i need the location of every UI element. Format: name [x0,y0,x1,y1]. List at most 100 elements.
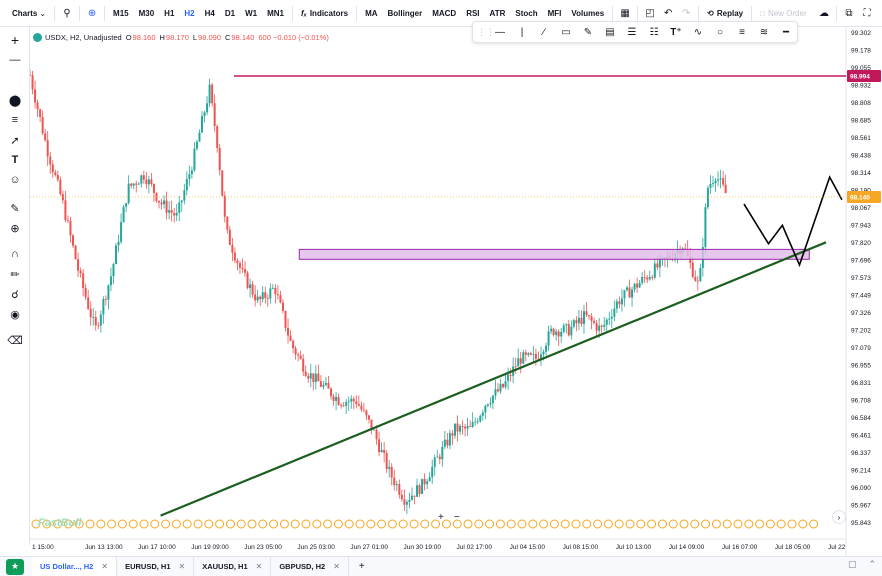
timeframe-m15[interactable]: M15 [113,8,129,18]
timeframe-h2[interactable]: H2 [184,8,195,18]
charts-menu[interactable]: Charts ⌄ [0,0,51,27]
tab-gbpusd[interactable]: GBPUSD, H2 ✕ [271,556,349,576]
candle-body [226,216,229,230]
add-tab-icon[interactable]: + [358,561,365,572]
candle-body [595,323,598,331]
candle-body [238,263,241,268]
line-segment-icon[interactable]: ━ [782,26,790,38]
candle-body [714,180,717,184]
timeframe-h4[interactable]: H4 [204,8,215,18]
emoji-icon[interactable]: ☺ [9,174,21,186]
trash-icon[interactable]: ⌫ [7,334,23,347]
timeframe-d1[interactable]: D1 [224,8,236,18]
legend-high-key: H [159,32,165,42]
indicators-button[interactable]: fₓ Indicators [296,0,353,27]
indicator-mfi[interactable]: MFI [547,8,562,18]
close-icon[interactable]: ✕ [333,562,340,571]
tab-eurusd[interactable]: EURUSD, H1 ✕ [117,556,195,576]
event-marker-icon [117,519,127,529]
circle-icon[interactable]: ○ [716,26,724,38]
fib-retracement-icon[interactable]: ≡ [11,114,19,126]
indicator-volumes[interactable]: Volumes [571,8,605,18]
zoom-in-icon[interactable]: + [438,512,444,523]
time-tick-label: Jul 10 13:00 [616,544,652,551]
search-icon[interactable]: ⚲ [63,7,71,19]
candle-body [223,195,226,217]
timeframe-mn1[interactable]: MN1 [267,8,284,18]
rectangle-icon[interactable]: ▭ [561,26,571,38]
diagonal-line-icon[interactable]: ∕ [543,26,545,38]
fastbull-logo-icon[interactable]: ★ [6,558,24,575]
price-tick-label: 99.302 [851,30,871,37]
candle-body [428,477,431,482]
event-marker-icon [377,519,387,529]
layout-grid-icon[interactable]: ▦ [620,7,630,19]
close-icon[interactable]: ✕ [101,562,109,571]
trendline-icon[interactable]: ➚ [10,134,20,147]
crosshair-icon[interactable]: + [10,32,20,48]
replay-button[interactable]: ⟲ Replay [702,0,748,27]
timeframe-m30[interactable]: M30 [138,8,155,18]
gann-box-icon[interactable]: ☷ [649,26,659,38]
candle-body [519,358,522,364]
scroll-right-icon[interactable]: › [832,510,846,524]
new-order-button[interactable]: □ New Order [755,0,812,27]
maximize-icon[interactable]: ▢ [847,559,857,569]
fib-channel-icon[interactable]: ☰ [627,26,637,38]
text-icon[interactable]: T⁺ [670,26,682,38]
cloud-icon[interactable]: ☁ [819,8,829,19]
price-chart[interactable]: 1 15:00 Jun 13 13:00 Jun 17 10:00 Jun 19 09… [30,27,882,556]
candle-body [459,425,462,432]
price-tick-label: 96.461 [851,432,871,439]
lock-icon[interactable]: ☌ [11,288,19,301]
tab-usdollar[interactable]: US Dollar..., H2 ✕ [32,556,118,576]
event-marker-icon [193,519,203,529]
fullscreen-icon[interactable]: ⛶ [863,8,871,19]
chevron-up-icon[interactable]: ⌃ [868,559,876,569]
time-tick-label: Jun 25 03:00 [297,544,335,551]
ruler-icon[interactable]: ✎ [10,202,20,215]
pitchfork-icon[interactable]: ≋ [759,26,769,38]
parallel-channel-icon[interactable]: ▤ [605,26,615,38]
polyline-icon[interactable]: ∿ [693,26,703,38]
redo-icon[interactable]: ↷ [681,7,691,19]
vertical-line-icon[interactable]: | [520,26,524,38]
tab-label: US Dollar..., H2 [40,562,94,571]
open-new-window-icon[interactable]: ⧉ [845,8,853,19]
tab-xauusd[interactable]: XAUUSD, H1 ✕ [194,556,272,576]
compare-symbol-icon[interactable]: ⊕ [87,7,97,19]
candle-body [324,382,327,385]
indicator-stoch[interactable]: Stoch [515,8,538,18]
candle-body [479,415,482,422]
magnet-icon[interactable]: ∩ [11,248,19,260]
event-marker-icon [593,519,603,529]
candle-body [312,373,315,382]
brush-icon[interactable]: ✎ [583,26,593,38]
indicator-macd[interactable]: MACD [432,8,457,18]
drag-handle-icon[interactable]: ⋮⋮ [477,26,495,37]
price-tick-label: 97.079 [851,345,871,352]
zoom-in-icon[interactable]: ⊕ [10,222,20,235]
timeframe-w1[interactable]: W1 [245,8,258,18]
indicator-ma[interactable]: MA [365,8,378,18]
fib-retracement-icon[interactable]: ≡ [739,26,745,38]
horizontal-line-icon[interactable]: — [9,54,21,66]
close-icon[interactable]: ✕ [255,562,263,571]
timeframe-h1[interactable]: H1 [164,8,175,18]
alert-icon[interactable]: ◰ [645,7,655,19]
undo-icon[interactable]: ↶ [663,7,673,19]
pattern-tool-icon[interactable]: ⬤ [8,94,22,107]
zoom-out-icon[interactable]: − [453,512,460,523]
text-tool-icon[interactable]: T [11,154,19,166]
horizontal-line-icon[interactable]: — [495,26,505,38]
draw-mode-icon[interactable]: ✏ [10,268,20,281]
indicator-bollinger[interactable]: Bollinger [387,8,423,18]
legend-symbol[interactable]: USDX, H2, Unadjusted [45,32,122,42]
eye-icon[interactable]: ◉ [10,308,20,321]
candle-body [74,245,77,260]
candle-body [330,388,333,397]
indicator-rsi[interactable]: RSI [466,8,480,18]
indicator-atr[interactable]: ATR [489,8,506,18]
close-icon[interactable]: ✕ [178,562,186,571]
candle-body [327,382,330,389]
